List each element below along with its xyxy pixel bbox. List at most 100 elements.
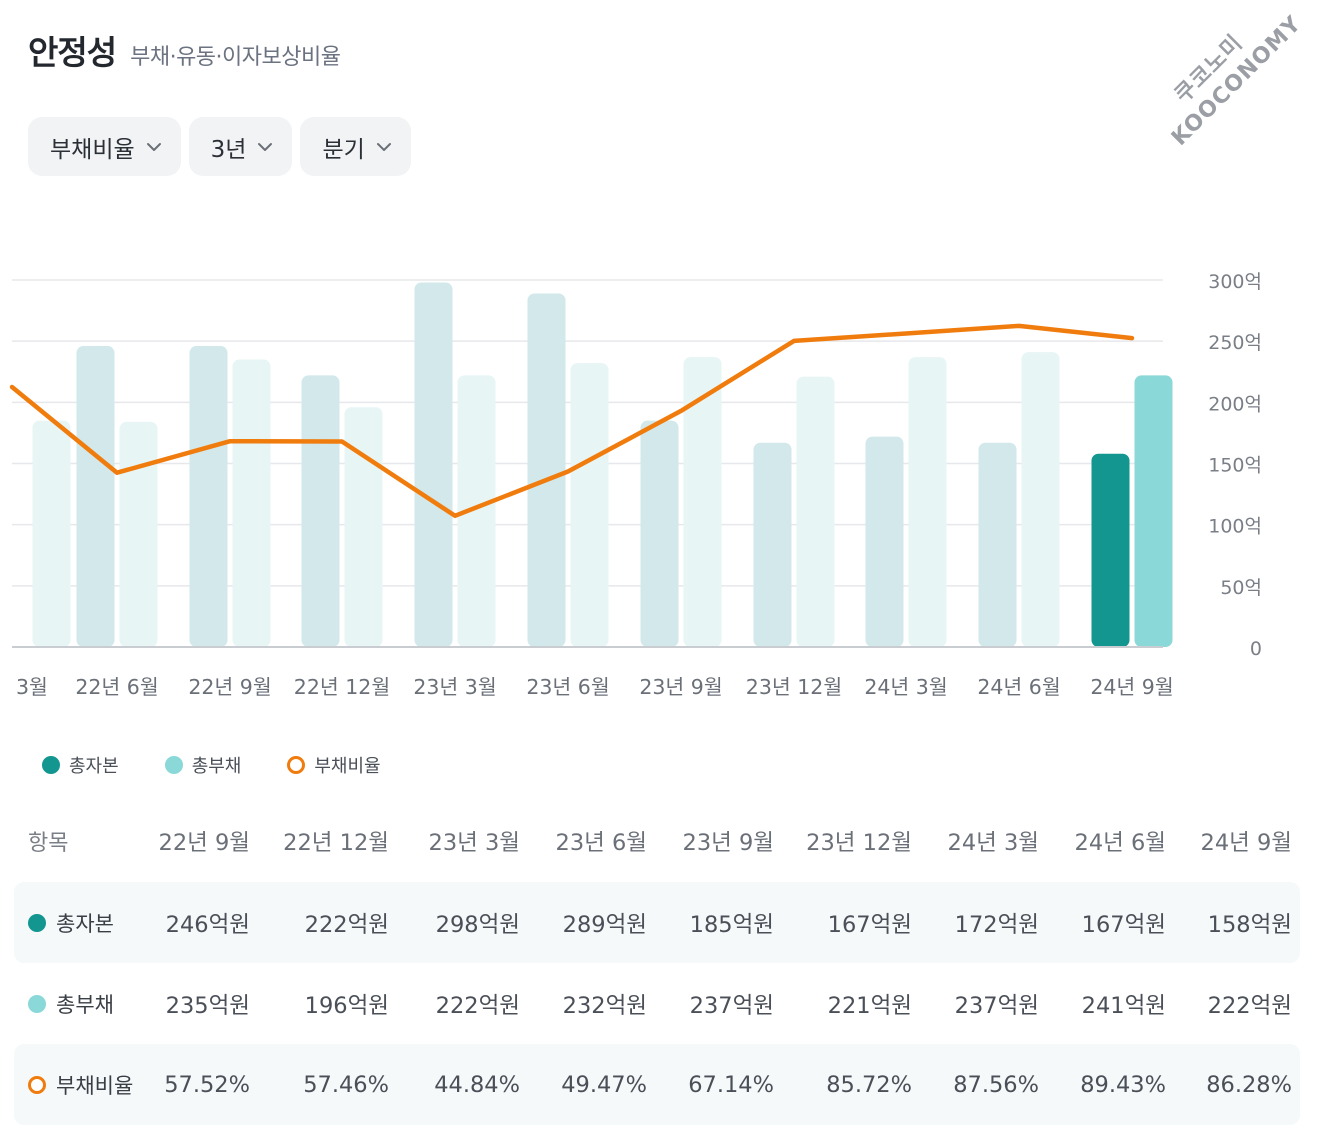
table-cells-capital: 246억원 222억원 298억원 289억원 185억원 167억원 172억원 167억원… [154,907,1300,939]
bar-total-capital[interactable] [865,436,904,647]
bar-total-debt[interactable] [32,420,71,647]
filter-bar: 부채비율 3년 분기 [28,117,411,176]
table-cell: 246억원 [165,911,250,938]
bar-total-debt[interactable] [1134,375,1173,647]
table-cell: 158억원 [1207,911,1292,938]
bar-total-debt[interactable] [457,375,496,647]
table-cell: 222억원 [1207,992,1292,1019]
legend-item-capital[interactable]: 총자본 [42,752,119,778]
column-header: 23년 3월 [428,830,521,856]
table-cell: 289억원 [562,911,647,938]
x-tick-label: 24년 3월 [864,675,947,699]
bar-total-debt[interactable] [570,363,609,647]
bar-total-capital[interactable] [640,420,679,647]
table-cell: 222억원 [435,992,520,1019]
table-cell: 86.28% [1206,1071,1292,1098]
table-cell: 89.43% [1080,1071,1166,1098]
legend-item-debt[interactable]: 총부채 [164,752,242,778]
bar-total-capital[interactable] [301,375,340,647]
column-header: 23년 9월 [682,830,775,856]
table-cell: 85.72% [826,1071,912,1098]
debt-dot [28,994,46,1013]
period-range-dropdown[interactable]: 3년 [188,117,293,176]
column-header: 24년 9월 [1200,830,1293,856]
x-tick-label: 3월 [16,675,48,699]
row-label-debt: 총부채 [14,989,154,1019]
chart-legend: 총자본 총부채 부채비율 [42,752,381,778]
period-unit-label: 분기 [322,136,365,163]
row-label-ratio: 부채비율 [14,1070,154,1100]
table-cell: 167억원 [1081,911,1166,938]
bar-total-debt[interactable] [1021,352,1060,647]
bar-total-debt[interactable] [796,376,835,647]
y-tick-label: 200억 [1208,393,1262,415]
table-header-cells: 22년 9월 22년 12월 23년 3월 23년 6월 23년 9월 23년 12월 24… [154,825,1300,857]
y-tick-label: 150억 [1208,455,1262,477]
table-cell: 57.46% [303,1071,389,1098]
table-header-label: 항목 [28,831,69,856]
period-unit-dropdown[interactable]: 분기 [300,117,411,176]
table-header-row: 항목 22년 9월 22년 12월 23년 3월 23년 6월 23년 9월 23년 12… [14,800,1300,882]
ratio-type-label: 부채비율 [50,136,135,163]
x-tick-label: 23년 6월 [526,675,609,699]
bar-total-debt[interactable] [683,357,722,647]
table-row-debt: 총부채 235억원 196억원 222억원 232억원 237억원 221억원 237억원 2… [14,963,1300,1044]
bar-total-capital[interactable] [189,346,228,647]
column-header: 22년 12월 [283,830,389,856]
bars-group [32,282,1173,647]
table-cell: 232억원 [562,992,647,1019]
column-header: 23년 12월 [806,830,912,856]
y-tick-label: 250억 [1208,332,1262,354]
table-cell: 172억원 [954,911,1039,938]
table-cells-debt: 235억원 196억원 222억원 232억원 237억원 221억원 237억원 241억원… [154,988,1300,1020]
table-cell: 87.56% [953,1071,1039,1098]
row-label-capital-text: 총자본 [56,911,114,936]
bar-total-capital[interactable] [414,282,453,647]
column-header: 23년 6월 [555,830,648,856]
table-cell: 222억원 [304,911,389,938]
table-cell: 237억원 [954,992,1039,1019]
legend-label-ratio: 부채비율 [314,756,381,777]
stability-table: 항목 22년 9월 22년 12월 23년 3월 23년 6월 23년 9월 23년 12… [14,800,1300,1125]
bar-total-debt[interactable] [344,407,383,647]
bar-total-debt[interactable] [119,421,158,647]
x-tick-label: 22년 9월 [188,675,271,699]
row-label-ratio-text: 부채비율 [56,1073,134,1098]
table-cell: 196억원 [304,992,389,1019]
legend-item-ratio[interactable]: 부채비율 [287,752,381,778]
x-tick-label: 24년 9월 [1090,675,1173,699]
bar-total-debt[interactable] [232,359,271,647]
column-header: 22년 9월 [158,830,251,856]
x-tick-label: 24년 6월 [977,675,1060,699]
x-tick-label: 22년 6월 [75,675,158,699]
table-cell: 44.84% [434,1071,520,1098]
table-cell: 49.47% [561,1071,647,1098]
chevron-down-icon [146,142,161,151]
bar-total-capital[interactable] [753,442,792,647]
watermark: 쿠코노미 KOOCONOMY [1143,3,1322,187]
table-cell: 185억원 [689,911,774,938]
bar-total-capital[interactable] [76,346,115,647]
y-tick-label: 100억 [1208,516,1262,538]
table-cell: 237억원 [689,992,774,1019]
legend-label-debt: 총부채 [191,756,242,777]
stability-chart: 0 50억 100억 150억 200억 250억 300억 3월 22년 6월 22년 9월 22… [9,271,1262,699]
table-cell: 67.14% [688,1071,774,1098]
x-tick-label: 23년 3월 [413,675,496,699]
row-label-debt-text: 총부채 [56,992,114,1017]
row-label-capital: 총자본 [14,908,154,938]
table-row-ratio: 부채비율 57.52% 57.46% 44.84% 49.47% 67.14% 85.72… [14,1044,1300,1125]
bar-total-debt[interactable] [908,357,947,647]
y-tick-label: 0 [1250,638,1262,660]
ratio-ring [28,1075,46,1094]
x-tick-label: 23년 12월 [746,675,842,699]
table-cell: 167억원 [827,911,912,938]
page-title: 안정성 [28,33,117,72]
bar-total-capital[interactable] [527,293,566,647]
debt-legend-dot [164,756,183,774]
bar-total-capital[interactable] [1091,453,1130,647]
table-cell: 235억원 [165,992,250,1019]
bar-total-capital[interactable] [978,442,1017,647]
period-range-label: 3년 [210,136,247,163]
ratio-type-dropdown[interactable]: 부채비율 [28,117,181,176]
